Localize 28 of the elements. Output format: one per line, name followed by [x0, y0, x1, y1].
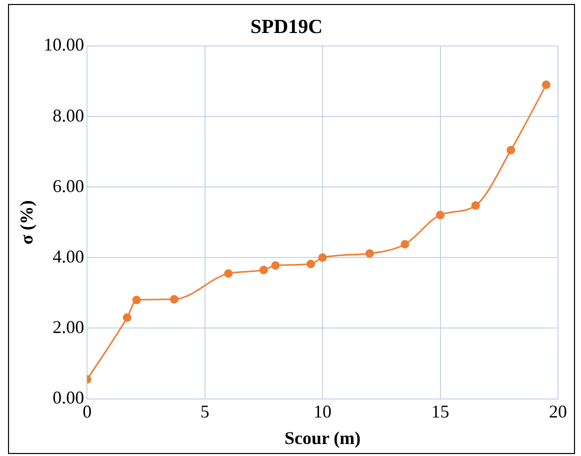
point — [271, 261, 280, 270]
x-tick-label: 0 — [82, 401, 92, 422]
y-tick-label: 0.00 — [52, 388, 84, 408]
point — [542, 80, 550, 90]
x-tick-label: 10 — [314, 401, 332, 422]
point — [365, 249, 374, 258]
point — [170, 295, 178, 304]
x-tick-label: 20 — [549, 401, 567, 422]
point — [259, 266, 268, 274]
chart-title: SPD19C — [250, 16, 323, 38]
y-tick-label: 8.00 — [52, 105, 84, 126]
point — [318, 253, 327, 262]
y-tick-label: 2.00 — [52, 316, 84, 337]
point — [436, 210, 445, 220]
point — [132, 296, 141, 304]
point — [471, 201, 480, 210]
y-tick-label: 4.00 — [52, 246, 84, 266]
y-tick-label: 10.00 — [44, 34, 84, 55]
point — [224, 269, 233, 278]
point — [506, 146, 516, 154]
y-axis-title: σ (%) — [16, 200, 36, 245]
x-tick-label: 15 — [431, 401, 450, 422]
x-tick-label: 5 — [200, 401, 210, 422]
y-tick-label: 6.00 — [52, 176, 84, 196]
x-axis-title: Scour (m) — [284, 428, 361, 448]
point — [122, 313, 132, 322]
point — [306, 260, 316, 268]
point — [400, 240, 410, 249]
